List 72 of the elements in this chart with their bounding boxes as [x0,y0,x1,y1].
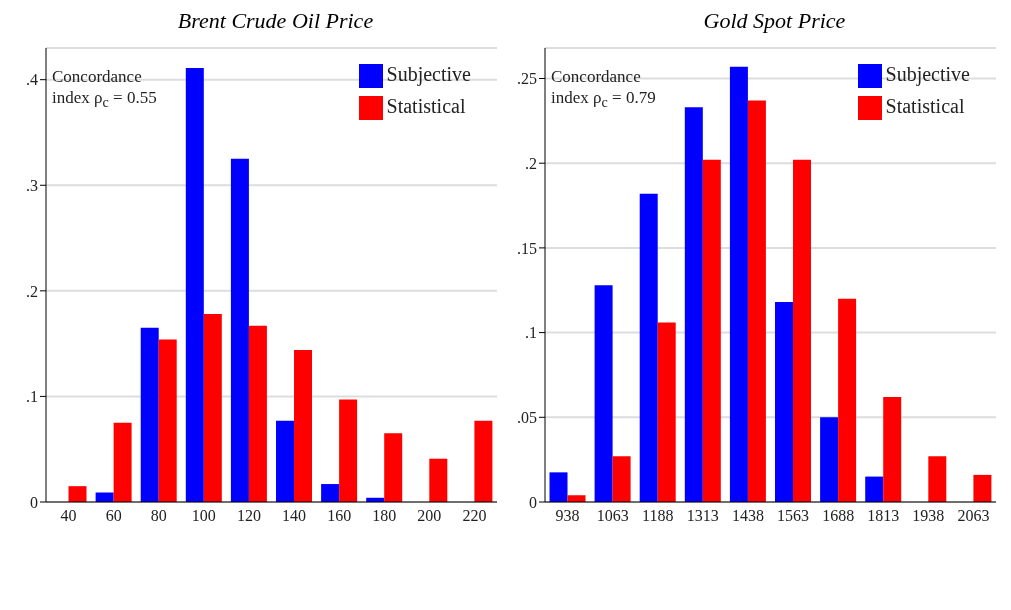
bar [339,399,358,502]
bar [429,458,448,502]
y-tick-label: .15 [517,239,537,257]
x-tick-label: 1938 [912,507,945,525]
y-tick-label: .05 [517,408,537,426]
y-tick-label: .4 [26,71,38,89]
legend-label: Subjective [386,63,471,85]
bar [474,420,493,502]
bar [294,349,313,502]
x-tick-label: 1063 [596,507,629,525]
chart-title: Brent Crude Oil Price [176,8,375,35]
bar [729,66,748,502]
bar [230,158,249,502]
x-tick-label: 2063 [957,507,990,525]
bar [657,322,676,502]
bar [639,193,658,502]
bar [612,456,631,502]
legend-label: Statistical [386,95,466,117]
bar [276,420,295,502]
x-tick-label: 80 [150,507,167,525]
y-tick-label: .25 [517,70,537,88]
bar [928,456,947,502]
bar [95,492,114,502]
annotation: Concordance index ρ$_{c}$ = 0.79 [551,66,657,113]
bar [865,476,884,502]
bar [185,68,204,502]
x-tick-label: 160 [327,507,352,525]
x-tick-label: 1688 [822,507,855,525]
x-tick-label: 180 [372,507,397,525]
y-tick-label: .2 [525,154,537,172]
x-tick-label: 60 [105,507,122,525]
bar [549,472,568,502]
x-tick-label: 1188 [642,507,674,525]
x-tick-label: 1438 [731,507,764,525]
bar [973,474,992,502]
bar [702,159,721,502]
x-tick-label: 938 [555,507,580,525]
bar [747,100,766,502]
bar [793,159,812,502]
x-tick-label: 40 [60,507,77,525]
x-tick-label: 1813 [867,507,900,525]
x-tick-label: 120 [236,507,261,525]
y-tick-label: 0 [30,493,38,511]
y-tick-label: 0 [529,493,537,511]
bar [140,327,159,502]
x-tick-label: 1563 [777,507,810,525]
y-tick-label: .2 [26,282,38,300]
bar [820,417,839,502]
bar [883,396,902,502]
bar [68,486,87,502]
x-tick-label: 100 [191,507,216,525]
x-tick-label: 140 [282,507,307,525]
legend-label: Statistical [885,95,965,117]
y-tick-label: .3 [26,176,38,194]
y-tick-label: .1 [26,388,38,406]
bar [384,433,403,502]
legend-label: Subjective [885,63,970,85]
bar [775,302,794,502]
bar [594,285,613,502]
chart-title: Gold Spot Price [702,8,847,35]
bar [113,422,132,502]
x-tick-label: 220 [462,507,487,525]
bar [321,484,340,502]
bar [248,325,267,502]
y-tick-label: .1 [525,324,537,342]
bar [203,314,222,502]
bar [684,107,703,502]
bar [838,298,857,502]
x-tick-label: 200 [417,507,442,525]
annotation: Concordance index ρ$_{c}$ = 0.55 [52,66,158,113]
x-tick-label: 1313 [686,507,719,525]
bar [158,339,177,502]
